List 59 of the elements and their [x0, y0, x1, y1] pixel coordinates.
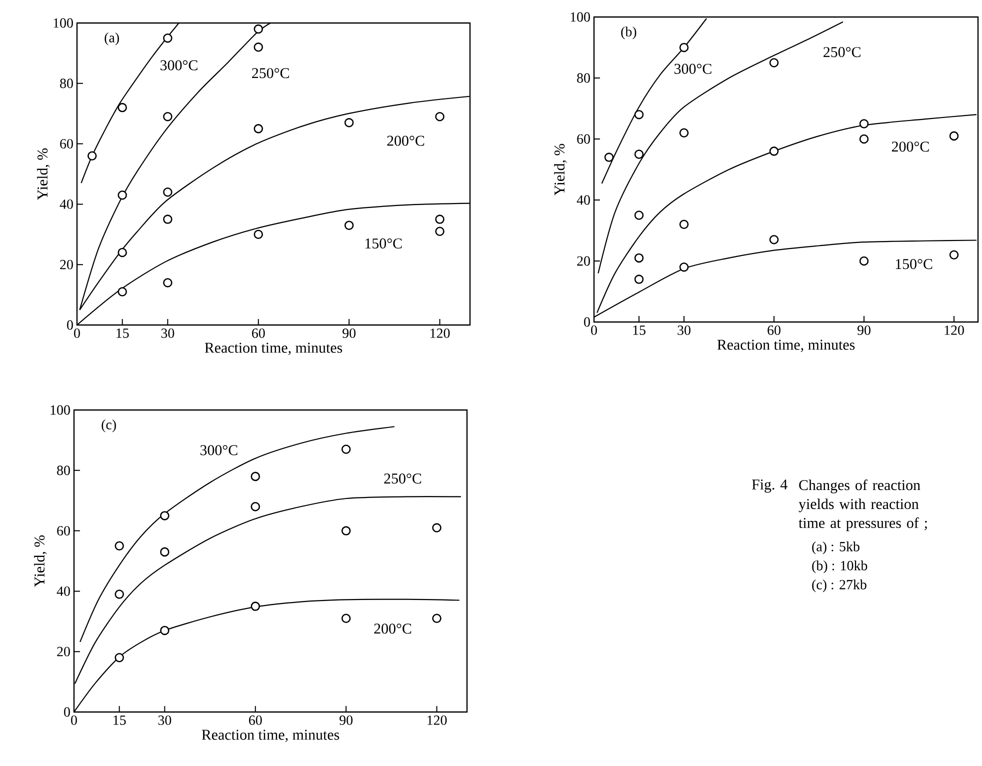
text: (b) : 10kb — [812, 560, 868, 574]
y-tick-label: 40 — [576, 195, 590, 205]
x-tick-label: 60 — [252, 328, 265, 338]
series-label: 200°C — [387, 136, 424, 146]
y-tick-label: 0 — [64, 707, 70, 717]
x-tick-label: 15 — [633, 326, 646, 335]
y-tick-label: 40 — [60, 199, 73, 209]
series-label: 300°C — [200, 445, 238, 456]
x-tick-label: 90 — [342, 328, 356, 338]
y-tick-label: 100 — [570, 12, 590, 22]
x-axis-title: Reaction time, minutes — [202, 730, 340, 742]
series-label: 250°C — [384, 474, 422, 484]
x-tick-label: 15 — [116, 328, 129, 338]
y-tick-label: 100 — [50, 405, 70, 415]
caption: Fig. 4 — [752, 480, 788, 493]
x-tick-label: 120 — [430, 328, 450, 338]
y-tick-label: 20 — [57, 646, 70, 656]
x-axis-title: Reaction time, minutes — [717, 340, 855, 352]
y-tick-label: 60 — [577, 134, 590, 144]
x-axis-title: Reaction time, minutes — [204, 342, 342, 355]
y-tick-label: 80 — [577, 73, 590, 83]
x-tick-label: 0 — [591, 326, 597, 335]
series-label: 200°C — [892, 142, 929, 152]
x-tick-label: 0 — [74, 328, 80, 338]
text: (a) : 5kb — [812, 542, 860, 554]
x-tick-label: 30 — [678, 326, 690, 335]
series-label: 200°C — [374, 624, 412, 634]
y-axis-title: Yield, % — [37, 148, 50, 200]
series-label: 300°C — [674, 64, 712, 74]
x-tick-label: 30 — [158, 716, 172, 725]
y-tick-label: 60 — [57, 526, 70, 536]
text: Changes of reaction yields with reaction time at pressures of ; — [798, 480, 927, 532]
y-tick-label: 20 — [577, 256, 590, 266]
series-label: 250°C — [824, 47, 860, 58]
y-tick-label: 20 — [60, 260, 73, 270]
x-tick-label: 120 — [428, 716, 447, 725]
y-tick-label: 80 — [60, 78, 73, 88]
x-tick-label: 30 — [161, 328, 174, 338]
x-tick-label: 60 — [768, 326, 780, 335]
x-tick-label: 90 — [340, 716, 353, 725]
text: 150°C — [365, 238, 402, 248]
annotation: (c) — [102, 420, 116, 432]
y-tick-label: 40 — [56, 586, 70, 596]
y-tick-label: 100 — [54, 18, 73, 28]
y-tick-label: 0 — [584, 317, 590, 327]
x-tick-label: 15 — [114, 716, 126, 725]
series-label: 250°C — [252, 68, 289, 78]
annotation: (a) — [104, 32, 119, 46]
series-label: 300°C — [160, 60, 198, 70]
y-axis-title: Yield, % — [34, 535, 47, 587]
y-tick-label: 80 — [57, 466, 70, 476]
annotation: (b) — [621, 26, 636, 40]
x-tick-label: 120 — [944, 326, 964, 335]
text: (c) : 27kb — [812, 580, 866, 592]
y-axis-title: Yield, % — [554, 144, 567, 196]
series-label: 150°C — [896, 259, 932, 270]
x-tick-label: 90 — [857, 326, 870, 335]
x-tick-label: 60 — [249, 716, 262, 725]
y-tick-label: 60 — [60, 139, 73, 149]
